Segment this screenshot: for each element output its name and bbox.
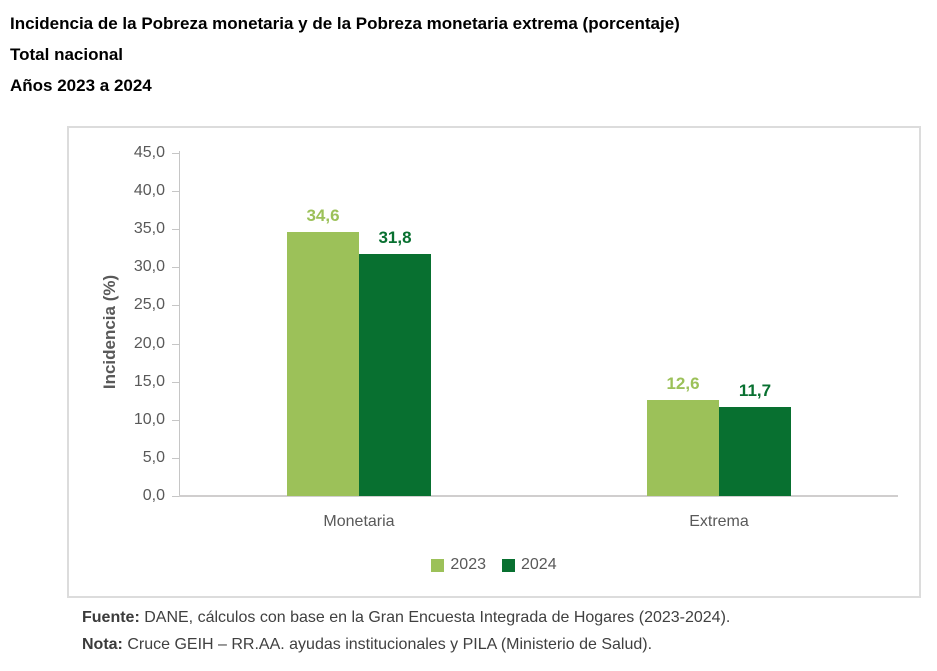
legend-label-2023: 2023 (450, 556, 486, 573)
y-tick-label: 10,0 (133, 410, 165, 428)
bar-value-label: 34,6 (306, 206, 340, 226)
y-tick-mark (172, 267, 179, 269)
bar-value-label: 12,6 (666, 373, 700, 393)
chart-subtitle-coverage: Total nacional (10, 45, 124, 64)
y-tick-mark (172, 457, 179, 459)
footnotes: Fuente: DANE, cálculos con base en la Gr… (82, 604, 730, 658)
y-tick-mark (172, 191, 179, 193)
y-tick-label: 30,0 (133, 258, 165, 276)
source-text: DANE, cálculos con base en la Gran Encue… (139, 609, 731, 626)
y-tick-label: 5,0 (142, 448, 165, 466)
plot-area: 0,0 5,0 10,0 15,0 20,0 25,0 30,0 35,0 40,0 45,0 34… (69, 128, 919, 596)
x-axis-label-extrema: Extrema (689, 513, 749, 530)
y-tick-mark (172, 496, 179, 497)
bar-value-label: 11,7 (738, 380, 772, 400)
y-tick-label: 35,0 (133, 220, 165, 238)
chart-subtitle-years: Años 2023 a 2024 (10, 76, 152, 95)
y-tick-mark (172, 229, 179, 231)
legend-swatch-2023 (431, 558, 445, 572)
y-tick-label: 15,0 (133, 372, 165, 390)
y-axis-line (179, 151, 180, 496)
bar-2024-extrema (719, 406, 791, 496)
bar-2024-monetaria (359, 253, 431, 496)
y-tick-mark (172, 343, 179, 345)
chart-title-block: Incidencia de la Pobreza monetaria y de … (10, 8, 680, 101)
chart-title: Incidencia de la Pobreza monetaria y de … (10, 14, 680, 33)
y-tick-mark (172, 381, 179, 383)
note-text: Cruce GEIH – RR.AA. ayudas institucional… (122, 636, 653, 653)
legend-label-2024: 2024 (521, 556, 557, 573)
bar-2023-extrema (647, 399, 719, 496)
y-tick-mark (172, 419, 179, 421)
legend: 2023 2024 (69, 556, 919, 574)
bar-2023-monetaria (287, 232, 359, 496)
source-label: Fuente: (82, 609, 140, 626)
legend-swatch-2024 (502, 558, 515, 572)
note-line: Nota: Cruce GEIH – RR.AA. ayudas institu… (82, 631, 730, 658)
chart-frame: Incidencia (%) 0,0 5,0 10,0 15,0 20,0 25,0 30,… (67, 126, 921, 598)
source-line: Fuente: DANE, cálculos con base en la Gr… (82, 604, 730, 631)
y-tick-label: 0,0 (142, 487, 165, 504)
y-tick-mark (172, 305, 179, 307)
y-tick-label: 20,0 (133, 334, 165, 352)
y-tick-mark (172, 153, 179, 154)
note-label: Nota: (82, 636, 123, 653)
legend-item-2024: 2024 (502, 556, 557, 574)
y-tick-label: 40,0 (133, 182, 165, 200)
legend-item-2023: 2023 (431, 556, 486, 574)
bar-value-label: 31,8 (378, 227, 412, 247)
x-axis-label-monetaria: Monetaria (323, 513, 395, 530)
y-tick-label: 45,0 (133, 144, 165, 161)
x-axis-line (179, 495, 898, 497)
y-tick-label: 25,0 (133, 296, 165, 314)
